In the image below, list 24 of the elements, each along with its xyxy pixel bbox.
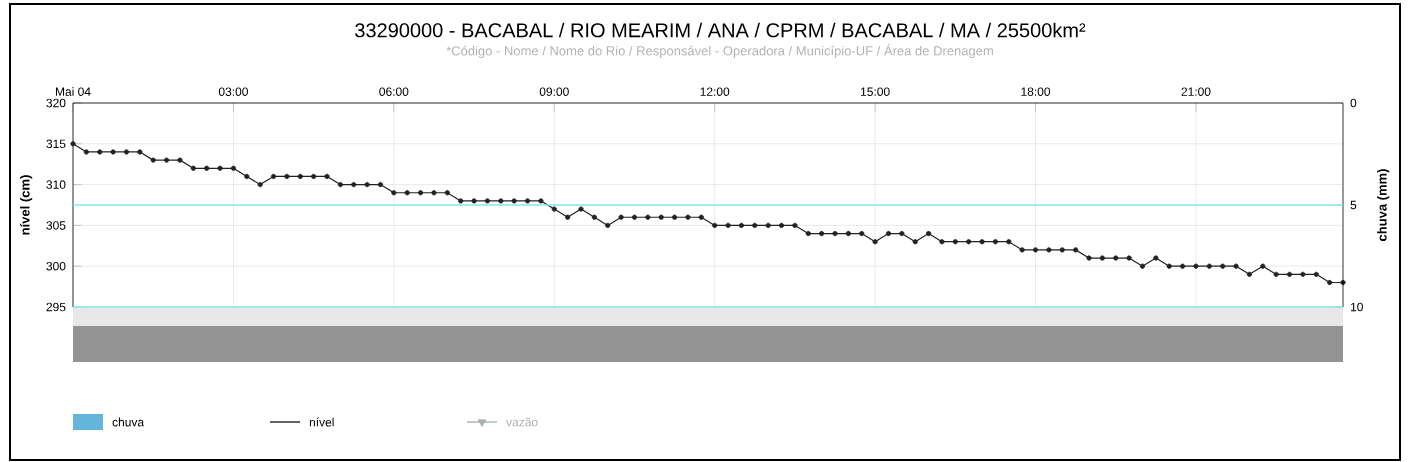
chart-title: 33290000 - BACABAL / RIO MEARIM / ANA / CPRM / BACABAL / MA / 25500km² (355, 22, 1086, 38)
y-tick-label: 295 (46, 302, 66, 312)
y2-tick-label: 5 (1350, 200, 1357, 210)
y2-tick-label: 10 (1350, 302, 1363, 312)
y-tick-label: 315 (46, 139, 66, 149)
y-tick-label: 320 (46, 98, 66, 108)
x-tick-label: Mai 04 (55, 87, 91, 96)
x-tick-label: 06:00 (379, 87, 409, 96)
x-tick-label: 15:00 (861, 87, 890, 96)
legend-label: chuva (112, 417, 145, 427)
y-tick-label: 305 (46, 221, 66, 230)
x-tick-label: 09:00 (539, 87, 569, 96)
chart-subtitle: *Código - Nome / Nome do Rio / Responsável - Operadora / Município-UF / Área de Drenagem (446, 44, 993, 58)
x-tick-label: 21:00 (1181, 87, 1211, 96)
legend-label: nível (309, 417, 334, 427)
x-tick-label: 03:00 (218, 87, 248, 96)
y-tick-label: 300 (46, 261, 66, 271)
y-axis-title: nível (cm) (19, 175, 33, 235)
y2-axis-title: chuva (mm) (1377, 169, 1390, 241)
y2-tick-label: 0 (1350, 98, 1357, 108)
y-tick-label: 310 (46, 180, 66, 189)
x-tick-label: 18:00 (1021, 87, 1051, 96)
legend-label: vazão (506, 417, 538, 427)
x-tick-label: 12:00 (700, 87, 730, 96)
